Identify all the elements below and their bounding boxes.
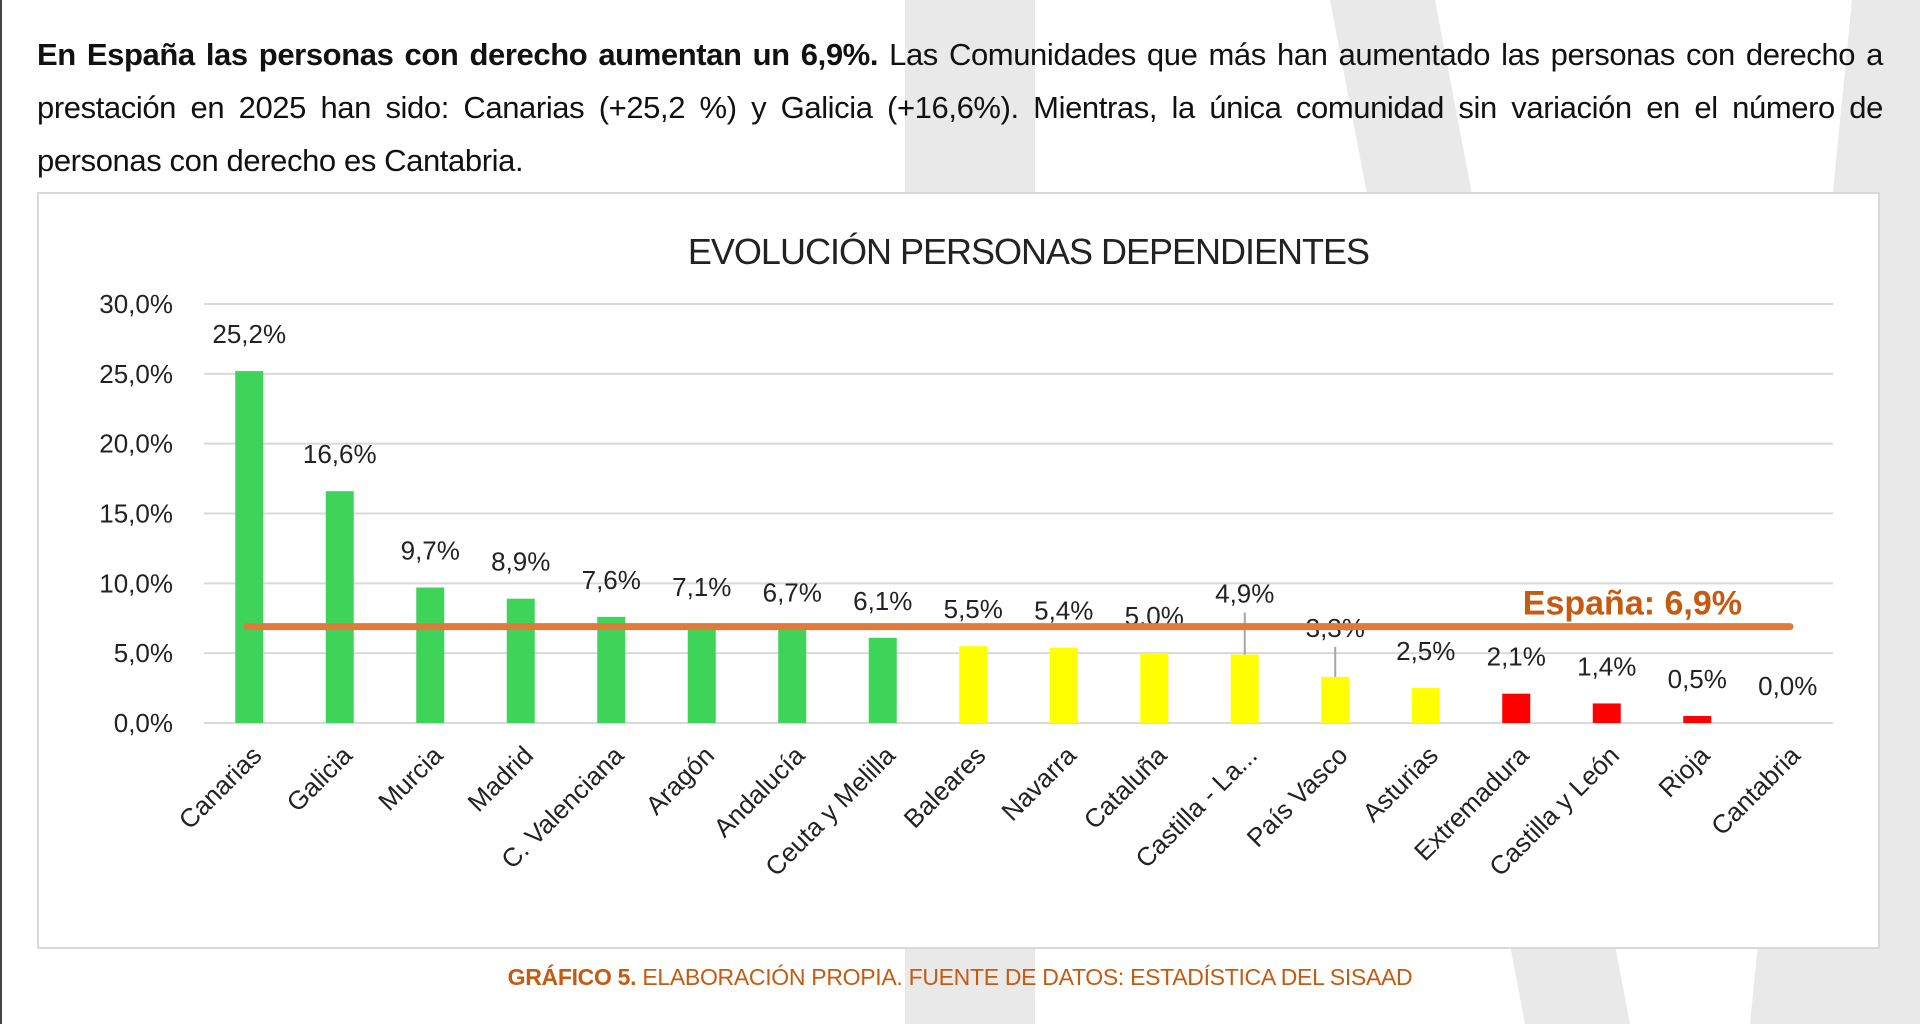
category-label: Navarra bbox=[995, 740, 1082, 827]
data-label: 7,1% bbox=[672, 572, 731, 602]
data-label: 6,7% bbox=[763, 577, 822, 607]
y-tick-label: 30,0% bbox=[99, 289, 173, 319]
caption-bold: GRÁFICO 5. bbox=[507, 964, 637, 990]
data-label: 0,0% bbox=[1758, 671, 1817, 701]
y-tick-label: 0,0% bbox=[114, 708, 173, 738]
category-label: Aragón bbox=[639, 740, 719, 820]
chart-caption: GRÁFICO 5. ELABORACIÓN PROPIA. FUENTE DE… bbox=[0, 964, 1920, 991]
reference-line-label: España: 6,9% bbox=[1523, 585, 1742, 623]
intro-bold: En España las personas con derecho aumen… bbox=[37, 37, 879, 72]
data-label: 2,1% bbox=[1487, 642, 1546, 672]
bar-7 bbox=[868, 637, 897, 723]
y-tick-label: 15,0% bbox=[99, 499, 173, 529]
category-label: Rioja bbox=[1652, 740, 1715, 803]
y-tick-label: 5,0% bbox=[114, 638, 173, 668]
bar-0 bbox=[235, 371, 264, 723]
bar-14 bbox=[1502, 693, 1531, 723]
data-label: 0,5% bbox=[1668, 664, 1727, 694]
bar-16 bbox=[1683, 716, 1712, 723]
bar-chart: EVOLUCIÓN PERSONAS DEPENDIENTES 0,0% 5,0% 1… bbox=[99, 231, 1833, 882]
chart-container: EVOLUCIÓN PERSONAS DEPENDIENTES 0,0% 5,0% 1… bbox=[37, 192, 1880, 949]
data-label: 1,4% bbox=[1577, 651, 1636, 681]
category-label: Asturias bbox=[1356, 740, 1444, 828]
bar-1 bbox=[325, 491, 354, 723]
data-label: 7,6% bbox=[582, 565, 641, 595]
bar-13 bbox=[1411, 688, 1440, 723]
data-label: 5,5% bbox=[944, 594, 1003, 624]
intro-text: Las Comunidades que más han aumentado la… bbox=[37, 37, 1884, 178]
data-label: 5,4% bbox=[1034, 596, 1093, 626]
category-label: Galicia bbox=[281, 740, 359, 818]
chart-title: EVOLUCIÓN PERSONAS DEPENDIENTES bbox=[688, 231, 1369, 272]
bar-10 bbox=[1140, 653, 1169, 723]
bar-12 bbox=[1321, 676, 1350, 723]
data-label: 9,7% bbox=[401, 536, 460, 566]
data-label: 6,1% bbox=[853, 586, 912, 616]
y-tick-label: 10,0% bbox=[99, 568, 173, 598]
bar-6 bbox=[778, 629, 807, 723]
category-label: Cataluña bbox=[1078, 740, 1173, 835]
bar-4 bbox=[597, 616, 626, 723]
bar-11 bbox=[1230, 654, 1259, 723]
category-label: Canarias bbox=[173, 740, 268, 835]
bar-5 bbox=[687, 623, 716, 723]
category-label: Murcia bbox=[372, 740, 449, 817]
y-tick-label: 20,0% bbox=[99, 429, 173, 459]
bar-3 bbox=[506, 598, 535, 723]
data-label: 4,9% bbox=[1215, 579, 1274, 609]
category-label: Madrid bbox=[462, 740, 539, 817]
data-label: 2,5% bbox=[1396, 636, 1455, 666]
category-label: Baleares bbox=[898, 740, 992, 834]
intro-paragraph: En España las personas con derecho aumen… bbox=[37, 28, 1883, 187]
data-label: 8,9% bbox=[491, 547, 550, 577]
data-label: 25,2% bbox=[212, 319, 286, 349]
bar-15 bbox=[1592, 703, 1621, 723]
page-edge bbox=[0, 0, 2, 1024]
caption-text: ELABORACIÓN PROPIA. FUENTE DE DATOS: EST… bbox=[636, 964, 1413, 990]
bar-8 bbox=[959, 646, 988, 723]
bar-2 bbox=[416, 587, 445, 723]
data-label: 16,6% bbox=[303, 439, 377, 469]
y-tick-label: 25,0% bbox=[99, 359, 173, 389]
category-label: Cantabria bbox=[1705, 740, 1806, 841]
bar-9 bbox=[1049, 647, 1078, 723]
